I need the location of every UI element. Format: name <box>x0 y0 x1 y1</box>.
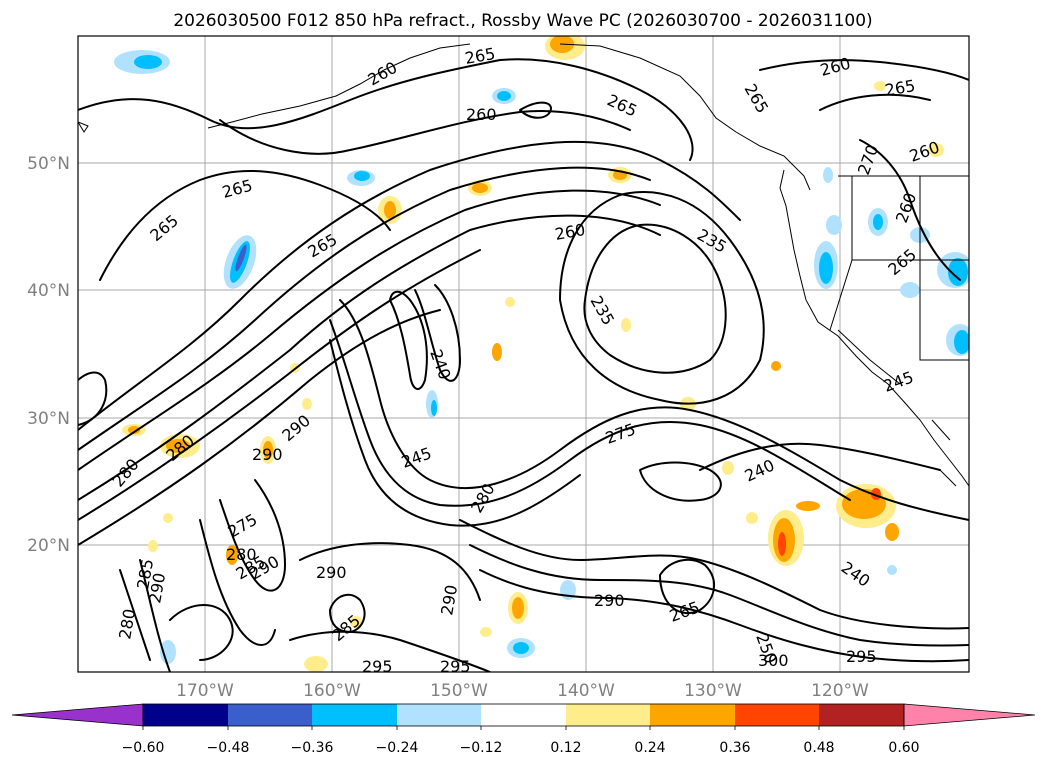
anomaly-shading <box>114 36 969 672</box>
colorbar-swatch <box>819 704 904 726</box>
colorbar <box>11 703 1036 730</box>
colorbar-tick: 0.12 <box>550 740 581 756</box>
lon-label-130w: 130°W <box>684 681 742 701</box>
lat-label-20n: 20°N <box>27 536 70 556</box>
colorbar-swatch <box>735 704 819 726</box>
colorbar-extend-low <box>11 703 144 727</box>
lon-label-170w: 170°W <box>176 681 234 701</box>
contour-label: 300 <box>758 651 789 670</box>
colorbar-tick: −0.24 <box>376 740 419 756</box>
coastlines <box>78 43 969 487</box>
lat-label-40n: 40°N <box>27 281 70 301</box>
contour-label: 295 <box>362 657 393 676</box>
contour-label: 260 <box>466 105 497 124</box>
colorbar-tick: −0.36 <box>291 740 334 756</box>
contour-label: 280 <box>226 545 257 564</box>
contour-label: 295 <box>846 647 877 666</box>
latitude-labels: 50°N 40°N 30°N 20°N <box>27 154 70 556</box>
lon-label-160w: 160°W <box>303 681 361 701</box>
colorbar-tick: −0.60 <box>122 740 165 756</box>
colorbar-extend-high <box>903 703 1036 727</box>
colorbar-swatch <box>481 704 566 726</box>
colorbar-swatch <box>650 704 735 726</box>
lat-label-50n: 50°N <box>27 154 70 174</box>
map-panel <box>78 36 969 672</box>
contour-label: 290 <box>594 591 625 610</box>
lon-label-120w: 120°W <box>811 681 869 701</box>
colorbar-frame <box>142 703 905 727</box>
colorbar-tick: 0.36 <box>719 740 750 756</box>
colorbar-swatch <box>228 704 312 726</box>
colorbar-tick: −0.12 <box>460 740 503 756</box>
colorbar-tick: 0.60 <box>888 740 919 756</box>
refractivity-contours <box>78 58 969 672</box>
contour-label: 295 <box>440 657 471 676</box>
lon-label-150w: 150°W <box>430 681 488 701</box>
colorbar-tick: 0.24 <box>634 740 665 756</box>
longitude-labels: 170°W 160°W 150°W 140°W 130°W 120°W <box>176 681 869 701</box>
colorbar-tick-labels: −0.60 −0.48 −0.36 −0.24 −0.12 0.12 0.24 … <box>122 740 920 756</box>
figure-title: 2026030500 F012 850 hPa refract., Rossby… <box>173 11 872 31</box>
colorbar-tick: 0.48 <box>803 740 834 756</box>
colorbar-swatch <box>397 704 481 726</box>
lon-label-140w: 140°W <box>557 681 615 701</box>
colorbar-swatch <box>143 704 228 726</box>
contour-label: 290 <box>252 445 283 464</box>
map-frame <box>77 35 970 673</box>
lat-label-30n: 30°N <box>27 409 70 429</box>
contour-label: 290 <box>316 563 347 582</box>
graticule <box>78 36 969 672</box>
colorbar-tick: −0.48 <box>207 740 250 756</box>
colorbar-swatch <box>312 704 397 726</box>
colorbar-swatch <box>566 704 650 726</box>
